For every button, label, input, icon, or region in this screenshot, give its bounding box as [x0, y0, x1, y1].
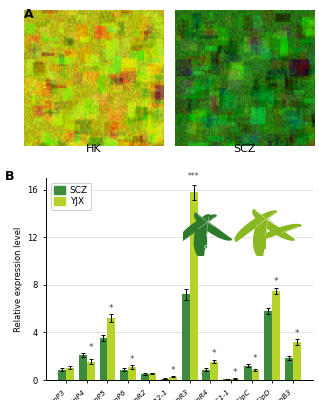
Bar [87, 362, 95, 380]
Bar [169, 377, 177, 380]
Text: B: B [5, 170, 14, 183]
Bar [285, 358, 293, 380]
Bar [128, 367, 136, 380]
Bar [210, 362, 218, 380]
Polygon shape [195, 213, 232, 240]
Text: *: * [233, 368, 237, 377]
Bar [244, 366, 251, 380]
Bar [223, 379, 231, 380]
Polygon shape [194, 215, 209, 258]
Legend: SCZ, YJX: SCZ, YJX [51, 182, 92, 210]
Y-axis label: Relative expression level: Relative expression level [14, 226, 23, 332]
Text: HK: HK [85, 144, 101, 154]
Text: *: * [109, 304, 114, 313]
Text: SCZ: SCZ [234, 144, 256, 154]
Bar [182, 294, 190, 380]
Text: ***: *** [188, 172, 199, 181]
Bar [141, 374, 149, 380]
Bar [66, 368, 74, 380]
Bar [272, 291, 280, 380]
Text: *: * [212, 350, 217, 358]
Polygon shape [253, 210, 294, 240]
Text: *: * [294, 329, 299, 338]
Bar [293, 342, 300, 380]
Bar [79, 355, 87, 380]
Polygon shape [254, 215, 268, 258]
Polygon shape [262, 224, 301, 240]
Text: *: * [88, 343, 93, 352]
Bar [120, 370, 128, 380]
Text: *: * [253, 354, 258, 363]
Bar [100, 338, 108, 380]
Bar [190, 192, 197, 380]
Text: YJX: YJX [268, 246, 280, 254]
Bar [231, 378, 239, 380]
Bar [108, 318, 115, 380]
Polygon shape [235, 211, 277, 241]
Text: *: * [130, 355, 134, 364]
Text: *: * [171, 366, 175, 375]
Bar [149, 374, 156, 380]
Bar [161, 378, 169, 380]
Bar [203, 370, 210, 380]
Text: SCZ: SCZ [204, 246, 219, 254]
Bar [264, 311, 272, 380]
Text: *: * [274, 277, 278, 286]
Bar [251, 370, 259, 380]
Bar [58, 370, 66, 380]
Text: A: A [24, 8, 33, 20]
Polygon shape [180, 215, 216, 242]
